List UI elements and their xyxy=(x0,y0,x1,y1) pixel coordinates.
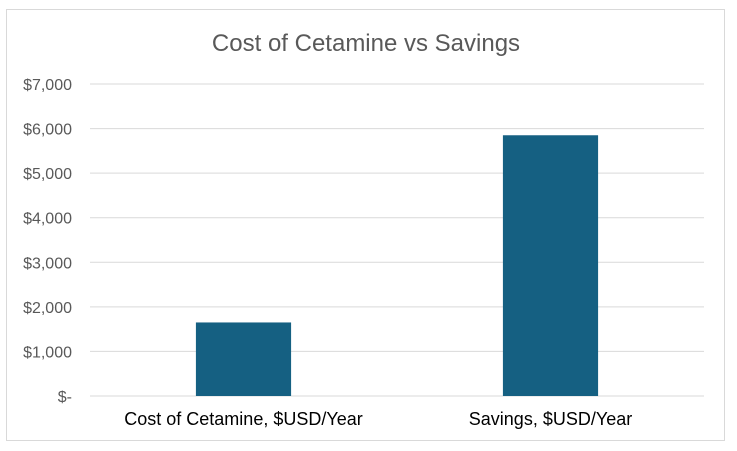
y-tick-label: $3,000 xyxy=(23,255,72,272)
y-tick-label: $7,000 xyxy=(23,77,72,94)
x-axis-tick-labels: Cost of Cetamine, $USD/Year Savings, $USD… xyxy=(124,409,632,429)
chart-frame xyxy=(6,9,725,441)
chart-title: Cost of Cetamine vs Savings xyxy=(212,30,520,57)
bar-cost xyxy=(195,322,292,396)
y-tick-label: $- xyxy=(58,389,72,406)
bar-savings xyxy=(502,135,599,396)
y-tick-label: $4,000 xyxy=(23,211,72,228)
y-tick-label: $6,000 xyxy=(23,122,72,139)
gridlines xyxy=(90,83,704,397)
x-tick-label: Cost of Cetamine, $USD/Year xyxy=(124,409,362,429)
bars xyxy=(195,135,599,396)
x-tick-label: Savings, $USD/Year xyxy=(469,409,632,429)
y-tick-label: $2,000 xyxy=(23,300,72,317)
y-axis-tick-labels: $- $1,000 $2,000 $3,000 $4,000 $5,000 $6,000 $7… xyxy=(23,77,72,406)
y-tick-label: $1,000 xyxy=(23,344,72,361)
y-tick-label: $5,000 xyxy=(23,166,72,183)
